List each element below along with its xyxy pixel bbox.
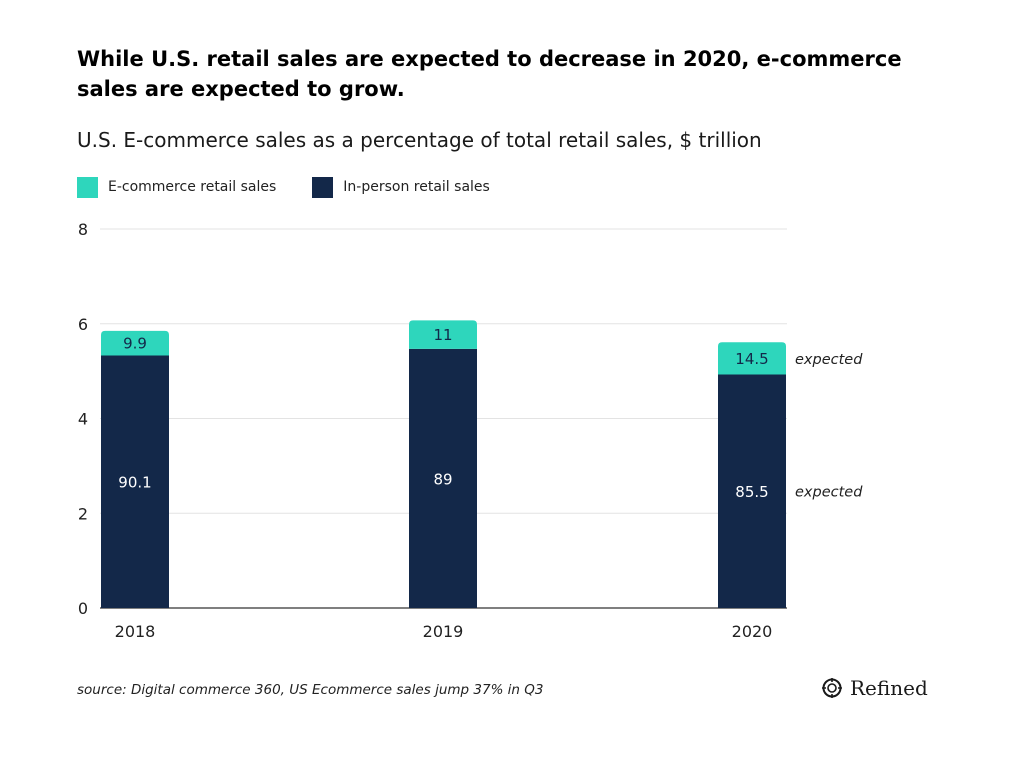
- brand-logo: Refined: [820, 676, 928, 700]
- annotation-expected-1: expected: [795, 485, 863, 501]
- y-tick-label-6: 6: [78, 315, 88, 334]
- source-note: source: Digital commerce 360, US Ecommer…: [77, 682, 544, 698]
- headline: While U.S. retail sales are expected to …: [77, 47, 902, 101]
- chart-title: U.S. E-commerce sales as a percentage of…: [77, 128, 762, 152]
- annotation-expected-0: expected: [795, 352, 863, 368]
- bar-ecommerce-2018: [101, 330, 169, 356]
- logo-text: Refined: [850, 676, 928, 700]
- x-tick-label-2019: 2019: [423, 622, 464, 641]
- data-label-ecommerce-2019: 11: [433, 326, 452, 344]
- data-label-inperson-2018: 90.1: [118, 474, 151, 492]
- data-label-ecommerce-2018: 9.9: [123, 335, 147, 353]
- legend-label-inperson: In-person retail sales: [343, 179, 490, 195]
- x-tick-label-2018: 2018: [115, 622, 156, 641]
- legend-swatch-ecommerce: [77, 176, 98, 198]
- legend-item-inperson: In-person retail sales: [312, 176, 490, 198]
- y-tick-label-4: 4: [78, 410, 88, 429]
- legend-item-ecommerce: E-commerce retail sales: [77, 176, 277, 198]
- x-tick-label-2020: 2020: [732, 622, 773, 641]
- data-label-inperson-2020: 85.5: [735, 483, 768, 501]
- legend-label-ecommerce: E-commerce retail sales: [108, 179, 277, 195]
- y-tick-label-0: 0: [78, 599, 88, 618]
- y-tick-label-8: 8: [78, 220, 88, 239]
- y-tick-label-2: 2: [78, 504, 88, 523]
- refined-logo-icon: [822, 678, 842, 698]
- bar-inperson-2020: [718, 374, 786, 608]
- bar-ecommerce-2019: [409, 320, 477, 349]
- bar-inperson-2019: [409, 348, 477, 608]
- data-label-inperson-2019: 89: [433, 470, 452, 488]
- legend-swatch-inperson: [312, 176, 334, 198]
- legend: E-commerce retail sales In-person retail…: [77, 175, 526, 199]
- bar-ecommerce-2020: [718, 342, 786, 375]
- bar-inperson-2018: [101, 355, 169, 608]
- data-label-ecommerce-2020: 14.5: [735, 350, 768, 368]
